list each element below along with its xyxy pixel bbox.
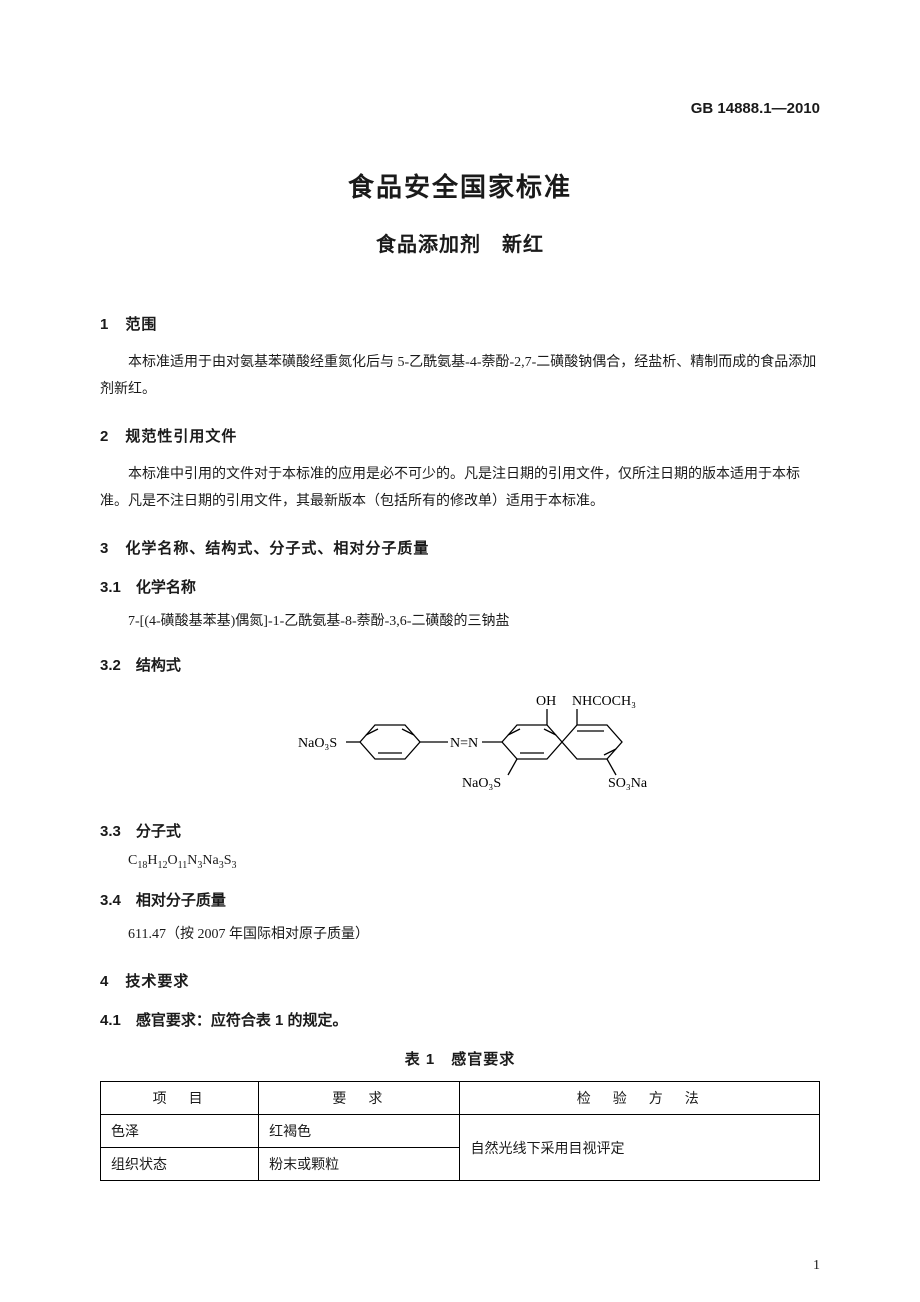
section-1-head: 1 范围 bbox=[100, 313, 820, 334]
section-2-para: 本标准中引用的文件对于本标准的应用是必不可少的。凡是注日期的引用文件，仅所注日期… bbox=[100, 462, 820, 515]
page: GB 14888.1—2010 食品安全国家标准 食品添加剂 新红 1 范围 本… bbox=[0, 0, 920, 1302]
section-3-4-head: 3.4 相对分子质量 bbox=[100, 889, 820, 910]
section-4-head: 4 技术要求 bbox=[100, 970, 820, 991]
standard-code: GB 14888.1—2010 bbox=[100, 100, 820, 117]
struct-label-so3na-left: NaO₃S bbox=[462, 776, 501, 791]
table-col-req: 要 求 bbox=[259, 1082, 460, 1115]
cell-item: 组织状态 bbox=[101, 1148, 259, 1181]
section-3-4-text: 611.47（按 2007 年国际相对原子质量） bbox=[100, 922, 820, 949]
section-3-1-text: 7-[(4-磺酸基苯基)偶氮]-1-乙酰氨基-8-萘酚-3,6-二磺酸的三钠盐 bbox=[100, 609, 820, 636]
cell-req: 粉末或颗粒 bbox=[259, 1148, 460, 1181]
structure-svg: NaO₃S N=N OH NHCOCH₃ NaO₃S SO₃Na bbox=[250, 687, 670, 797]
table-row: 项 目 要 求 检 验 方 法 bbox=[101, 1082, 820, 1115]
cell-method: 自然光线下采用目视评定 bbox=[460, 1115, 820, 1181]
section-2-head: 2 规范性引用文件 bbox=[100, 425, 820, 446]
title-main: 食品安全国家标准 bbox=[100, 167, 820, 204]
struct-label-so3na-right: SO₃Na bbox=[608, 776, 648, 791]
section-3-3-head: 3.3 分子式 bbox=[100, 820, 820, 841]
section-1-para: 本标准适用于由对氨基苯磺酸经重氮化后与 5-乙酰氨基-4-萘酚-2,7-二磺酸钠… bbox=[100, 350, 820, 403]
table-col-item: 项 目 bbox=[101, 1082, 259, 1115]
page-number: 1 bbox=[813, 1258, 820, 1274]
struct-label-azo: N=N bbox=[450, 736, 478, 751]
cell-item: 色泽 bbox=[101, 1115, 259, 1148]
section-4-1-head: 4.1 感官要求：应符合表 1 的规定。 bbox=[100, 1009, 820, 1030]
struct-label-nhcoch3: NHCOCH₃ bbox=[572, 694, 636, 709]
struct-label-oh: OH bbox=[536, 694, 556, 709]
chemical-structure: NaO₃S N=N OH NHCOCH₃ NaO₃S SO₃Na bbox=[100, 687, 820, 802]
table-1-title: 表 1 感官要求 bbox=[100, 1048, 820, 1069]
section-3-1-head: 3.1 化学名称 bbox=[100, 576, 820, 597]
table-col-method: 检 验 方 法 bbox=[460, 1082, 820, 1115]
section-3-2-head: 3.2 结构式 bbox=[100, 654, 820, 675]
molecular-formula: C18H12O11N3Na3S3 bbox=[128, 853, 820, 871]
table-1: 项 目 要 求 检 验 方 法 色泽 红褐色 自然光线下采用目视评定 组织状态 … bbox=[100, 1081, 820, 1181]
title-sub: 食品添加剂 新红 bbox=[100, 228, 820, 257]
section-3-head: 3 化学名称、结构式、分子式、相对分子质量 bbox=[100, 537, 820, 558]
cell-req: 红褐色 bbox=[259, 1115, 460, 1148]
struct-label-left: NaO₃S bbox=[298, 736, 337, 751]
table-row: 色泽 红褐色 自然光线下采用目视评定 bbox=[101, 1115, 820, 1148]
